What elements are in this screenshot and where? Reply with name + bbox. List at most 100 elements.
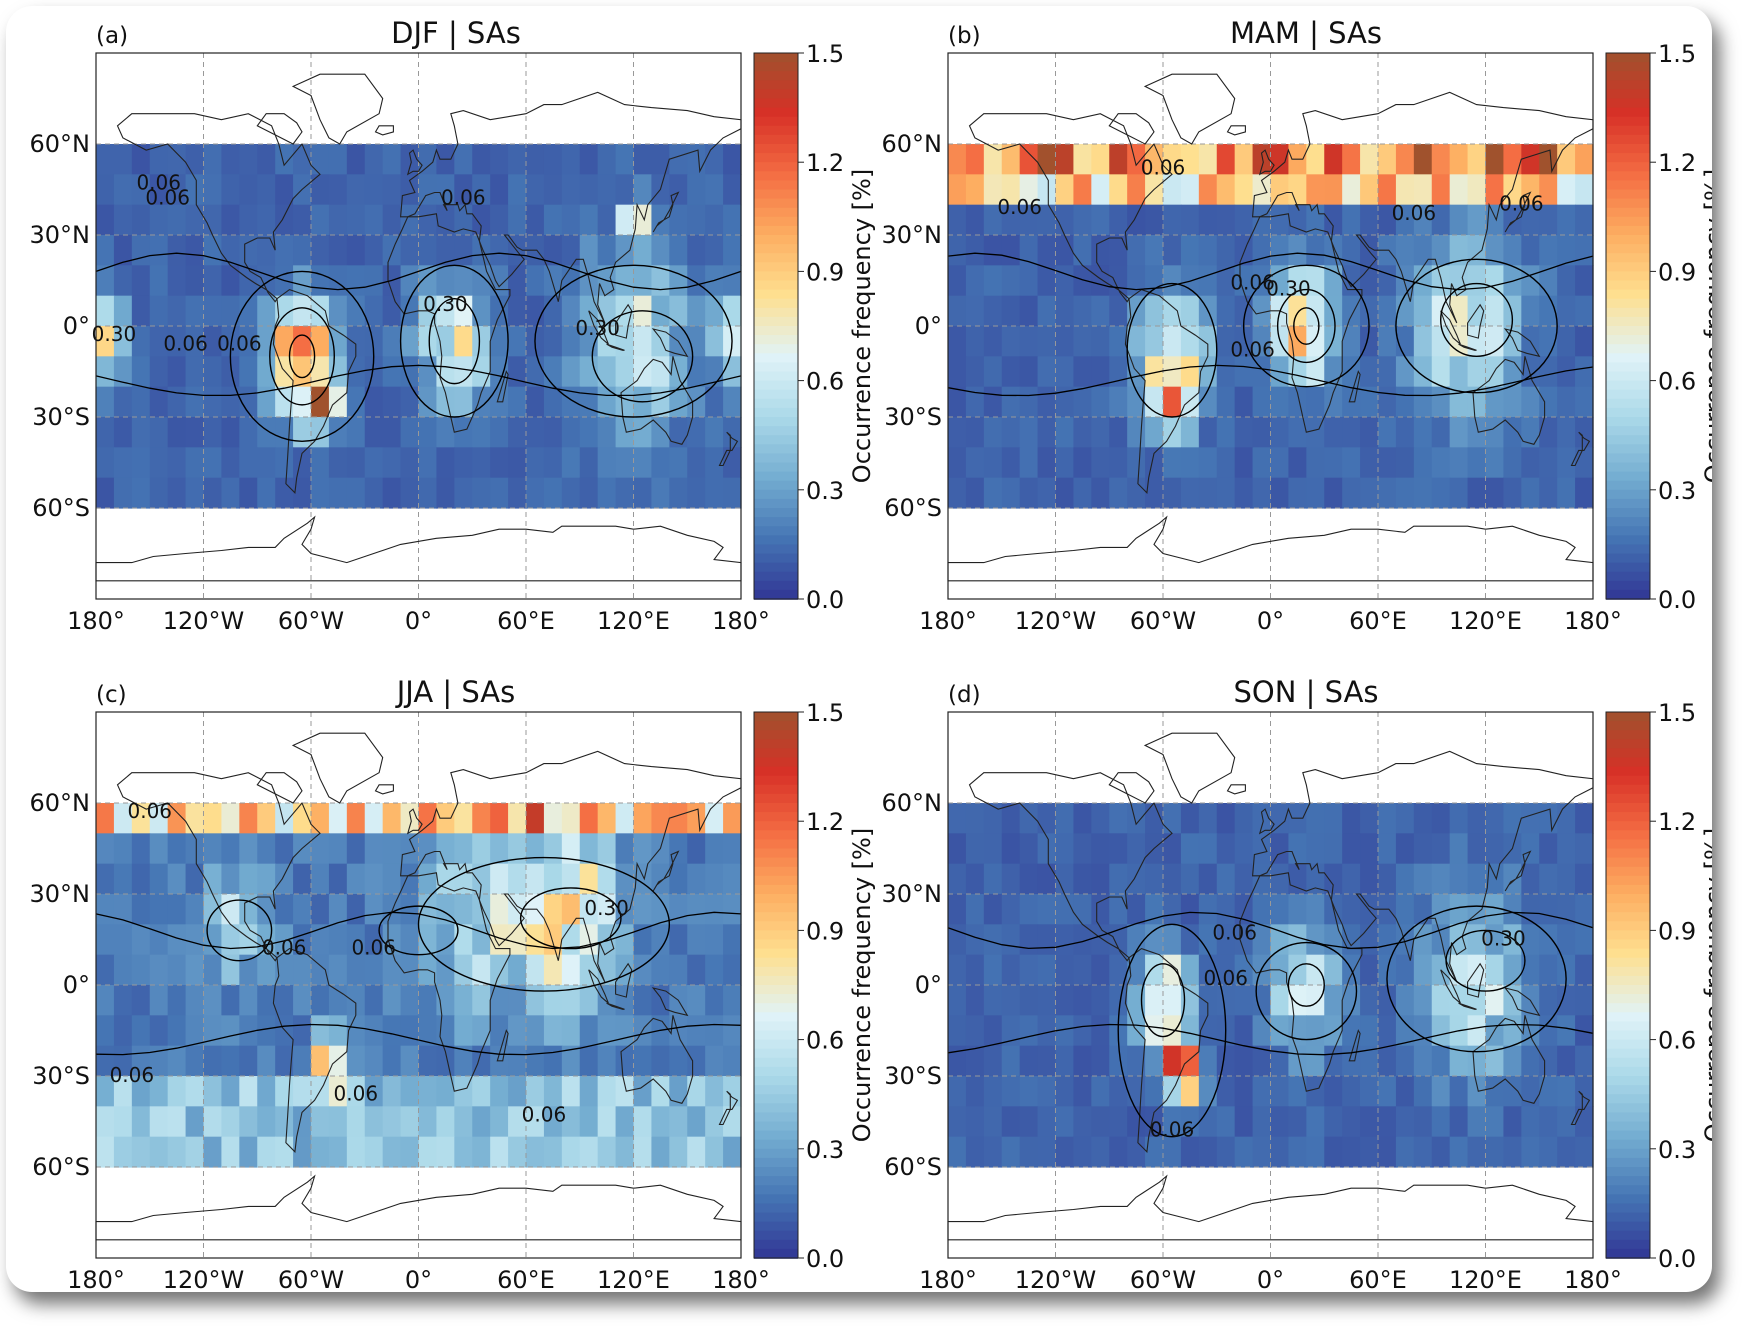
heatmap-cell xyxy=(382,1136,402,1168)
colorbar-segment xyxy=(754,80,798,91)
heatmap-cell xyxy=(1521,235,1540,266)
heatmap-cell xyxy=(705,894,724,925)
heatmap-cell xyxy=(203,833,223,865)
coastline xyxy=(496,1029,509,1062)
colorbar-segment xyxy=(1606,98,1650,109)
heatmap-cell xyxy=(96,295,115,327)
heatmap-cell xyxy=(1216,1045,1236,1077)
heatmap-cell xyxy=(1216,235,1236,266)
y-tick-label: 30°N xyxy=(30,880,91,908)
heatmap-cell xyxy=(96,477,115,509)
heatmap-cell xyxy=(508,985,527,1016)
heatmap-cell xyxy=(185,924,205,956)
heatmap-cell xyxy=(597,1015,617,1047)
heatmap-cell xyxy=(615,803,635,834)
panel-letter: (d) xyxy=(948,682,981,708)
heatmap-cell xyxy=(1001,356,1021,388)
heatmap-cell xyxy=(1001,803,1021,834)
heatmap-cell xyxy=(965,863,985,895)
heatmap-cell xyxy=(1180,863,1200,895)
heatmap-cell xyxy=(328,477,348,509)
heatmap-cell xyxy=(723,386,742,418)
heatmap-cell xyxy=(382,894,402,925)
heatmap-cell xyxy=(400,1136,420,1168)
heatmap-cell xyxy=(579,1106,599,1138)
heatmap-cell xyxy=(1539,1015,1558,1047)
colorbar-segment xyxy=(754,353,798,364)
heatmap-cell xyxy=(185,356,205,388)
heatmap-cell xyxy=(1234,144,1254,175)
heatmap-cell xyxy=(579,144,599,175)
heatmap-cell xyxy=(1216,265,1236,297)
heatmap-cell xyxy=(1306,356,1325,388)
colorbar-segment xyxy=(754,298,798,309)
heatmap-cell xyxy=(687,1045,706,1077)
heatmap-cell xyxy=(149,1045,169,1077)
y-tick-label: 60°S xyxy=(884,494,942,522)
heatmap-cell xyxy=(221,144,240,175)
contour-line xyxy=(1276,288,1336,364)
heatmap-cell xyxy=(293,295,312,327)
colorbar-segment xyxy=(754,407,798,418)
heatmap-cell xyxy=(1234,447,1254,479)
heatmap-cell xyxy=(561,356,581,388)
heatmap-cell xyxy=(131,954,151,986)
heatmap-cell xyxy=(597,1045,617,1077)
heatmap-cell xyxy=(275,1136,294,1168)
heatmap-cell xyxy=(948,985,967,1016)
colorbar-segment xyxy=(754,721,798,731)
heatmap-cell xyxy=(454,326,473,357)
heatmap-cell xyxy=(1378,265,1397,297)
coastline xyxy=(947,1174,1594,1241)
figure-card: 0.06 0.06 0.06 0.30 0.30 0.06 0.06 0.30 DJF | SA… xyxy=(6,6,1712,1292)
heatmap-cell xyxy=(96,386,115,418)
heatmap-cell xyxy=(1180,204,1200,236)
heatmap-cell xyxy=(965,833,985,865)
colorbar-segment xyxy=(1606,1057,1650,1068)
heatmap-cell xyxy=(526,204,545,236)
heatmap-cell xyxy=(1252,144,1272,175)
heatmap-cell xyxy=(965,954,985,986)
x-tick-label: 60°E xyxy=(1349,1266,1407,1292)
heatmap-cell xyxy=(948,477,967,509)
colorbar-segment xyxy=(754,589,798,600)
heatmap-cell xyxy=(364,833,384,865)
heatmap-cell xyxy=(1234,174,1254,206)
heatmap-cell xyxy=(311,235,330,266)
heatmap-cell xyxy=(1378,833,1397,865)
heatmap-cell xyxy=(579,204,599,236)
heatmap-cell xyxy=(1503,356,1522,388)
heatmap-cell xyxy=(1127,1045,1146,1077)
heatmap-cell xyxy=(113,924,133,956)
heatmap-cell xyxy=(1091,833,1110,865)
heatmap-cell xyxy=(1091,295,1110,327)
heatmap-cell xyxy=(1163,386,1182,418)
heatmap-cell xyxy=(131,477,151,509)
heatmap-cell xyxy=(1252,1045,1272,1077)
heatmap-cell xyxy=(1198,1136,1218,1168)
contour-line xyxy=(534,264,733,418)
heatmap-cell xyxy=(1557,235,1576,266)
colorbar-segment xyxy=(1606,1230,1650,1241)
heatmap-cell xyxy=(983,386,1003,418)
x-tick-label: 120°E xyxy=(1449,607,1522,635)
x-tick-label: 0° xyxy=(405,607,432,635)
heatmap-cell xyxy=(1109,1045,1128,1077)
heatmap-cell xyxy=(131,894,151,925)
heatmap-cell xyxy=(526,447,545,479)
heatmap-cell xyxy=(1467,803,1487,834)
heatmap-cell xyxy=(96,204,115,236)
heatmap-cell xyxy=(1324,204,1343,236)
heatmap-cell xyxy=(526,144,545,175)
heatmap-cell xyxy=(543,1106,563,1138)
heatmap-cell xyxy=(1037,833,1057,865)
contour-label: 0.06 xyxy=(1141,155,1186,179)
heatmap-cell xyxy=(257,356,276,388)
heatmap-cell xyxy=(185,1015,205,1047)
heatmap-cell xyxy=(1521,265,1540,297)
colorbar-segment xyxy=(754,830,798,841)
colorbar-frame xyxy=(753,711,799,1259)
heatmap-cell xyxy=(436,1045,455,1077)
heatmap-cell xyxy=(185,295,205,327)
contour-line xyxy=(428,297,481,385)
